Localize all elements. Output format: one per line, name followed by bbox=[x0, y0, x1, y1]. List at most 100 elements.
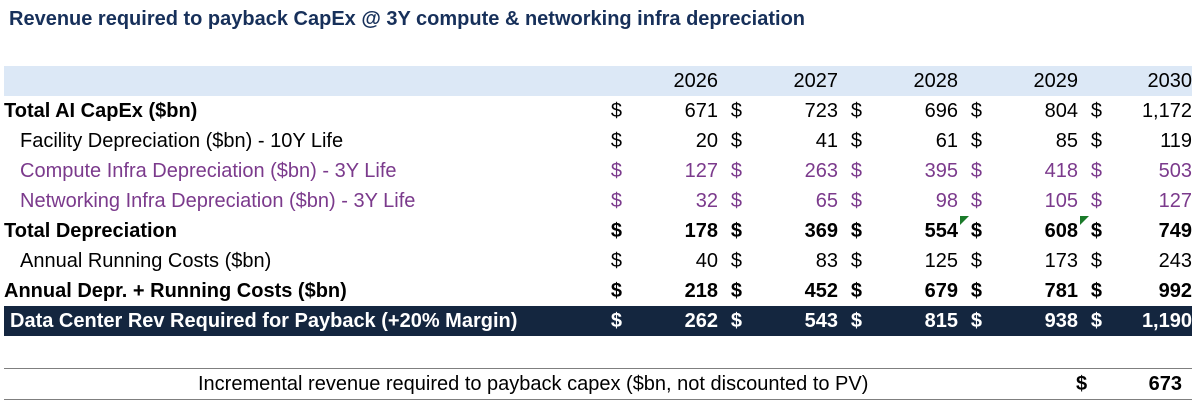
currency-symbol: $ bbox=[850, 190, 862, 212]
currency-symbol: $ bbox=[610, 130, 622, 152]
cell-value: 85 bbox=[1055, 130, 1078, 152]
cell-value: 119 bbox=[1160, 130, 1192, 152]
currency-symbol: $ bbox=[850, 280, 862, 302]
currency-symbol: $ bbox=[1090, 100, 1102, 122]
currency-symbol: $ bbox=[1078, 306, 1102, 336]
currency-symbol: $ bbox=[1090, 250, 1102, 272]
summary-currency: $ bbox=[1076, 373, 1088, 395]
cell-value: 32 bbox=[695, 190, 718, 212]
currency-symbol: $ bbox=[610, 100, 622, 122]
cell-value: 98 bbox=[935, 190, 958, 212]
cell-value: 263 bbox=[804, 160, 838, 182]
currency-symbol: $ bbox=[1090, 190, 1102, 212]
cell-value: 418 bbox=[1044, 160, 1078, 182]
row-facility-depreciation: Facility Depreciation ($bn) - 10Y Life $… bbox=[4, 126, 1192, 156]
cell-value: 262 bbox=[622, 306, 718, 336]
cell-value: 395 bbox=[924, 160, 958, 182]
currency-symbol: $ bbox=[610, 160, 622, 182]
cell-value: 1,190 bbox=[1102, 306, 1192, 336]
cell-value: 679 bbox=[924, 280, 958, 302]
currency-symbol: $ bbox=[970, 100, 982, 122]
currency-symbol: $ bbox=[970, 250, 982, 272]
cell-value: 369 bbox=[804, 220, 838, 242]
cell-value: 554 bbox=[924, 220, 958, 242]
cell-value: 781 bbox=[1044, 280, 1078, 302]
currency-symbol-with-comment-marker: $ bbox=[1078, 216, 1102, 246]
currency-symbol: $ bbox=[730, 280, 742, 302]
cell-value: 40 bbox=[695, 250, 718, 272]
cell-value: 243 bbox=[1158, 250, 1192, 272]
currency-symbol: $ bbox=[610, 220, 622, 242]
currency-symbol: $ bbox=[598, 306, 622, 336]
row-label: Annual Running Costs ($bn) bbox=[20, 250, 272, 272]
row-compute-depreciation: Compute Infra Depreciation ($bn) - 3Y Li… bbox=[4, 156, 1192, 186]
currency-symbol-with-comment-marker: $ bbox=[958, 216, 982, 246]
currency-symbol: $ bbox=[730, 250, 742, 272]
cell-value: 671 bbox=[684, 100, 718, 122]
cell-value: 608 bbox=[1044, 220, 1078, 242]
year-header: 2029 bbox=[982, 66, 1078, 96]
cell-value: 41 bbox=[815, 130, 838, 152]
row-networking-depreciation: Networking Infra Depreciation ($bn) - 3Y… bbox=[4, 186, 1192, 216]
currency-symbol: $ bbox=[1090, 130, 1102, 152]
currency-symbol: $ bbox=[730, 130, 742, 152]
cell-value: 696 bbox=[924, 100, 958, 122]
currency-symbol: $ bbox=[850, 250, 862, 272]
currency-symbol: $ bbox=[958, 306, 982, 336]
year-header: 2028 bbox=[862, 66, 958, 96]
row-total-depreciation: Total Depreciation $178 $369 $554 $608 $… bbox=[4, 216, 1192, 246]
cell-value: 749 bbox=[1158, 220, 1192, 242]
cell-value: 83 bbox=[815, 250, 838, 272]
cell-value: 127 bbox=[1158, 190, 1192, 212]
cell-value: 815 bbox=[862, 306, 958, 336]
year-header: 2026 bbox=[622, 66, 718, 96]
currency-symbol: $ bbox=[610, 250, 622, 272]
cell-value: 1,172 bbox=[1141, 100, 1192, 122]
row-label: Total Depreciation bbox=[4, 220, 177, 242]
currency-symbol: $ bbox=[850, 220, 862, 242]
currency-symbol: $ bbox=[730, 160, 742, 182]
cell-value: 992 bbox=[1158, 280, 1192, 302]
summary-value: 673 bbox=[1148, 373, 1182, 395]
row-total-capex: Total AI CapEx ($bn) $671 $723 $696 $804… bbox=[4, 96, 1192, 126]
cell-value: 127 bbox=[684, 160, 718, 182]
row-label: Total AI CapEx ($bn) bbox=[4, 100, 198, 122]
cell-value: 178 bbox=[684, 220, 718, 242]
cell-value: 723 bbox=[804, 100, 838, 122]
currency-symbol: $ bbox=[610, 190, 622, 212]
currency-symbol: $ bbox=[850, 130, 862, 152]
year-header: 2027 bbox=[742, 66, 838, 96]
cell-value: 218 bbox=[684, 280, 718, 302]
currency-symbol: $ bbox=[730, 190, 742, 212]
row-revenue-required: Data Center Rev Required for Payback (+2… bbox=[4, 306, 1192, 336]
summary-row: Incremental revenue required to payback … bbox=[4, 368, 1192, 400]
cell-value: 804 bbox=[1044, 100, 1078, 122]
row-label: Annual Depr. + Running Costs ($bn) bbox=[4, 280, 347, 302]
currency-symbol: $ bbox=[730, 100, 742, 122]
revenue-table: 2026 2027 2028 2029 2030 Total AI CapEx … bbox=[4, 66, 1192, 336]
year-header-row: 2026 2027 2028 2029 2030 bbox=[4, 66, 1192, 96]
row-label: Networking Infra Depreciation ($bn) - 3Y… bbox=[20, 190, 416, 212]
currency-symbol: $ bbox=[1090, 160, 1102, 182]
cell-value: 61 bbox=[935, 130, 958, 152]
currency-symbol: $ bbox=[730, 220, 742, 242]
cell-value: 503 bbox=[1158, 160, 1192, 182]
cell-value: 173 bbox=[1044, 250, 1078, 272]
cell-value: 125 bbox=[924, 250, 958, 272]
year-header: 2030 bbox=[1102, 66, 1192, 96]
cell-value: 105 bbox=[1044, 190, 1078, 212]
cell-value: 65 bbox=[815, 190, 838, 212]
cell-value: 938 bbox=[982, 306, 1078, 336]
summary-label: Incremental revenue required to payback … bbox=[198, 373, 869, 395]
currency-symbol: $ bbox=[970, 160, 982, 182]
header-blank bbox=[4, 66, 598, 96]
currency-symbol: $ bbox=[970, 130, 982, 152]
currency-symbol: $ bbox=[850, 100, 862, 122]
currency-symbol: $ bbox=[970, 280, 982, 302]
currency-symbol: $ bbox=[610, 280, 622, 302]
currency-symbol: $ bbox=[838, 306, 862, 336]
currency-symbol: $ bbox=[970, 190, 982, 212]
row-label: Data Center Rev Required for Payback (+2… bbox=[4, 306, 598, 336]
currency-symbol: $ bbox=[850, 160, 862, 182]
cell-value: 452 bbox=[804, 280, 838, 302]
